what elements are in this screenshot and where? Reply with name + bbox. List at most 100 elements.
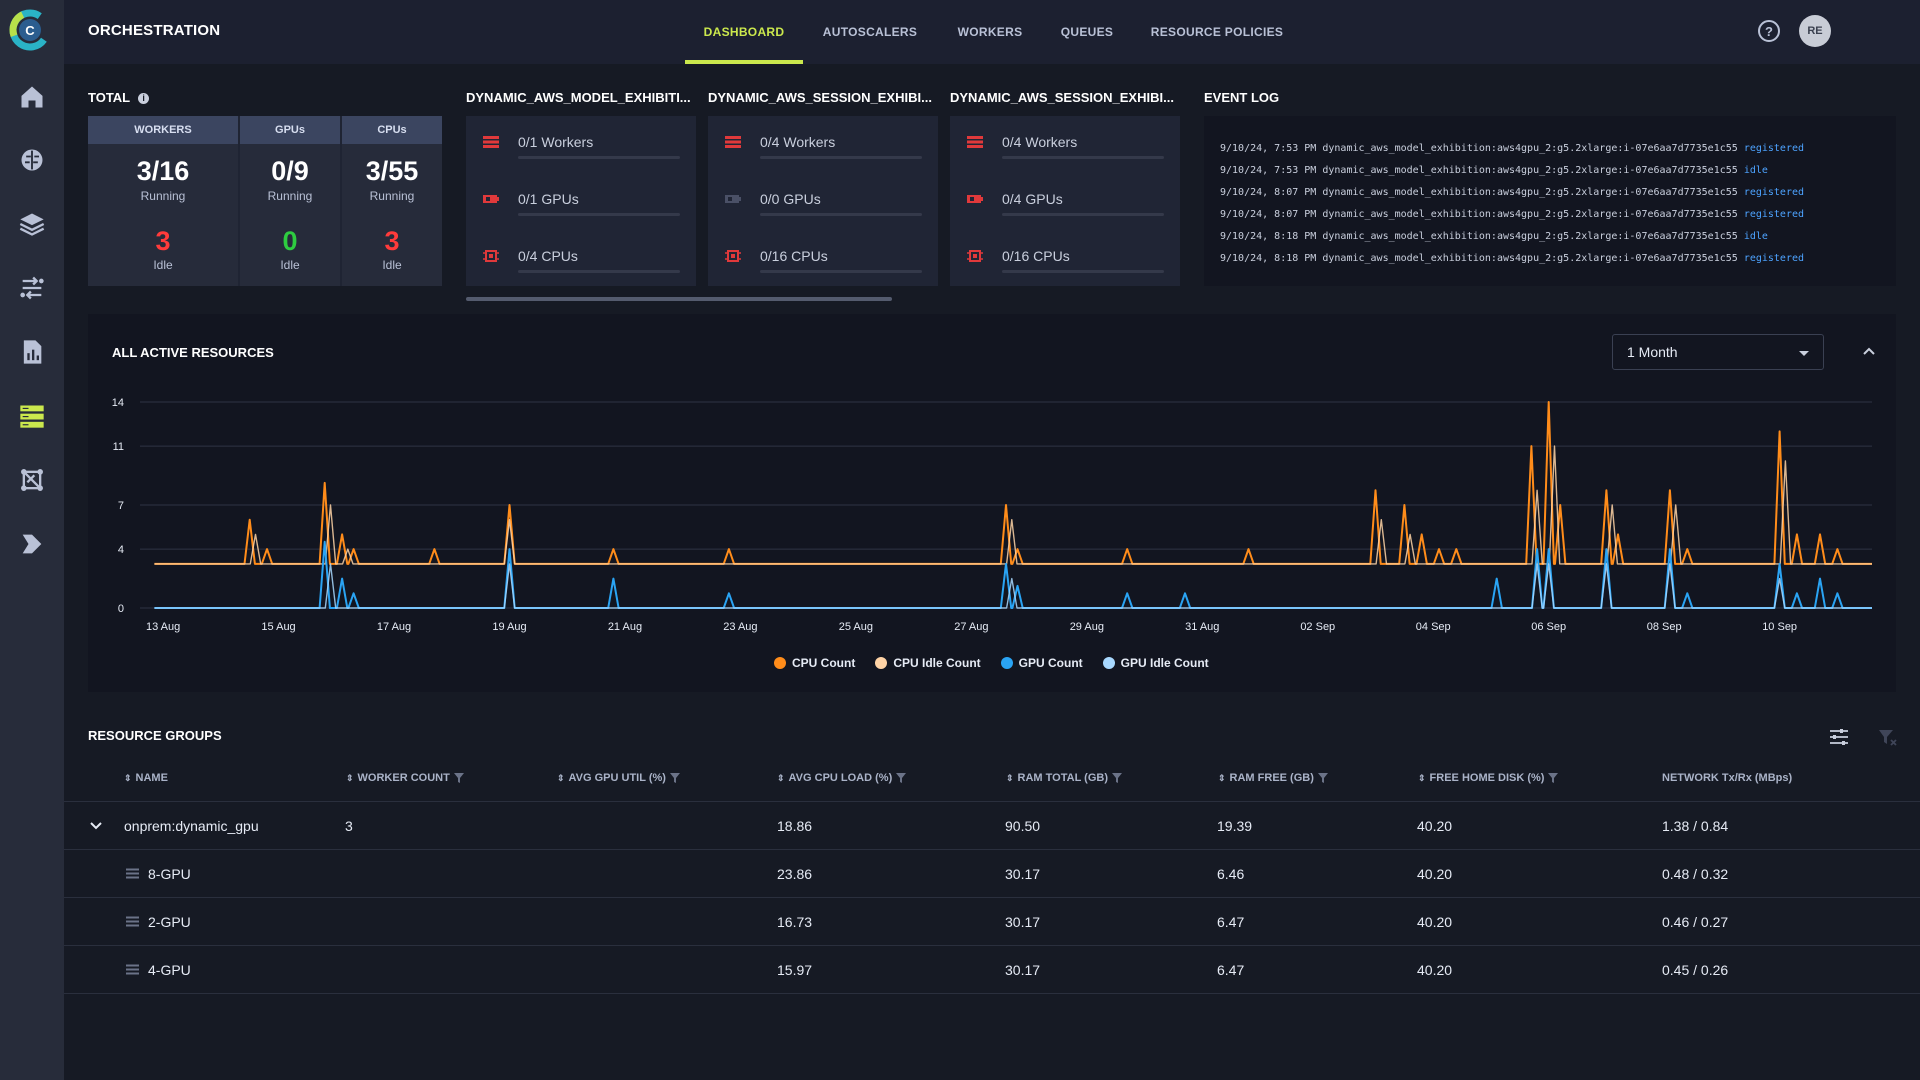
avg-cpu-load: 23.86 bbox=[777, 866, 813, 882]
event-resource: dynamic_aws_model_exhibition:aws4gpu_2:g… bbox=[1322, 253, 1738, 264]
layers-icon[interactable] bbox=[16, 208, 48, 240]
y-tick-label: 7 bbox=[118, 500, 124, 512]
event-status: registered bbox=[1743, 253, 1805, 264]
legend-item[interactable]: CPU Idle Count bbox=[875, 656, 981, 670]
brain-icon[interactable] bbox=[16, 144, 48, 176]
queue-card-title[interactable]: DYNAMIC_AWS_SESSION_EXHIBI... bbox=[950, 90, 1174, 105]
active-resources-panel bbox=[88, 314, 1896, 692]
pipelines-icon[interactable] bbox=[16, 272, 48, 304]
time-range-select[interactable]: 1 Month bbox=[1612, 334, 1824, 370]
total-gpus: GPUs 0/9 Running 0 Idle bbox=[240, 116, 340, 286]
sort-icon[interactable]: ⇕ bbox=[1006, 772, 1014, 783]
total-workers: WORKERS 3/16 Running 3 Idle bbox=[88, 116, 238, 286]
row-name: 2-GPU bbox=[148, 914, 191, 930]
table-row[interactable]: 4-GPU 15.97 30.17 6.47 40.20 0.45 / 0.26 bbox=[64, 946, 1920, 994]
event-status: registered bbox=[1743, 209, 1805, 220]
queue-workers-bar bbox=[518, 156, 680, 159]
chevron-up-icon[interactable] bbox=[1862, 344, 1876, 358]
filter-icon[interactable] bbox=[1111, 773, 1122, 783]
total-workers-running-label: Running bbox=[140, 189, 186, 203]
x-tick-label: 23 Aug bbox=[723, 621, 757, 633]
sort-icon[interactable]: ⇕ bbox=[557, 772, 565, 783]
queue-card-title[interactable]: DYNAMIC_AWS_SESSION_EXHIBI... bbox=[708, 90, 932, 105]
queue-card[interactable]: 0/1 Workers 0/1 GPUs 0/4 CPUs bbox=[466, 116, 696, 286]
total-gpus-header: GPUs bbox=[240, 116, 340, 144]
user-avatar[interactable]: RE bbox=[1799, 15, 1831, 47]
sort-icon[interactable]: ⇕ bbox=[346, 772, 354, 783]
legend-item[interactable]: CPU Count bbox=[774, 656, 855, 670]
event-log-entry: 9/10/24, 8:18 PM dynamic_aws_model_exhib… bbox=[1220, 251, 1880, 273]
col-header[interactable]: ⇕ AVG CPU LOAD (%) bbox=[777, 772, 907, 784]
series-line-cpu-count bbox=[154, 401, 1872, 565]
legend-label: GPU Idle Count bbox=[1120, 656, 1209, 670]
ram-free: 19.39 bbox=[1217, 818, 1253, 834]
col-header[interactable]: ⇕ WORKER COUNT bbox=[346, 772, 464, 784]
filter-icon[interactable] bbox=[669, 773, 680, 783]
sort-icon[interactable]: ⇕ bbox=[1418, 772, 1426, 783]
model-icon[interactable] bbox=[16, 464, 48, 496]
tab-autoscalers[interactable]: AUTOSCALERS bbox=[822, 25, 918, 39]
total-title-text: TOTAL bbox=[88, 90, 131, 105]
col-header[interactable]: ⇕ FREE HOME DISK (%) bbox=[1418, 772, 1559, 784]
table-row[interactable]: 2-GPU 16.73 30.17 6.47 40.20 0.46 / 0.27 bbox=[64, 898, 1920, 946]
event-log-title: EVENT LOG bbox=[1204, 90, 1280, 105]
deploy-icon[interactable] bbox=[16, 528, 48, 560]
filter-icon[interactable] bbox=[1317, 773, 1328, 783]
event-log-entry: 9/10/24, 8:07 PM dynamic_aws_model_exhib… bbox=[1220, 207, 1880, 229]
queue-workers-bar bbox=[1002, 156, 1164, 159]
help-icon[interactable]: ? bbox=[1758, 20, 1780, 42]
event-status: registered bbox=[1743, 143, 1805, 154]
col-header[interactable]: ⇕ AVG GPU UTIL (%) bbox=[557, 772, 680, 784]
tab-workers[interactable]: WORKERS bbox=[957, 25, 1023, 39]
clear-filter-icon[interactable] bbox=[1876, 726, 1898, 748]
y-tick-label: 11 bbox=[113, 441, 124, 453]
queue-cpus-bar bbox=[760, 270, 922, 273]
queue-cpus-row: 0/16 CPUs bbox=[966, 246, 1164, 276]
queue-gpus-bar bbox=[518, 213, 680, 216]
queue-card-title[interactable]: DYNAMIC_AWS_MODEL_EXHIBITI... bbox=[466, 90, 691, 105]
col-header[interactable]: NETWORK Tx/Rx (MBps) bbox=[1662, 772, 1792, 784]
info-icon[interactable]: i bbox=[138, 93, 150, 105]
table-row[interactable]: onprem:dynamic_gpu 3 18.86 90.50 19.39 4… bbox=[64, 802, 1920, 850]
event-status: idle bbox=[1743, 231, 1768, 242]
free-home-disk: 40.20 bbox=[1417, 818, 1453, 834]
x-tick-label: 10 Sep bbox=[1762, 621, 1797, 633]
queue-card[interactable]: 0/4 Workers 0/0 GPUs 0/16 CPUs bbox=[708, 116, 938, 286]
filter-icon[interactable] bbox=[896, 773, 907, 783]
filter-icon[interactable] bbox=[1548, 773, 1559, 783]
y-tick-label: 14 bbox=[112, 397, 124, 409]
queue-workers: 0/4 Workers bbox=[760, 134, 836, 150]
queue-cards-scrollbar[interactable] bbox=[466, 297, 892, 301]
chevron-down-icon[interactable] bbox=[90, 820, 102, 832]
legend-item[interactable]: GPU Idle Count bbox=[1102, 656, 1209, 670]
queue-card[interactable]: 0/4 Workers 0/4 GPUs 0/16 CPUs bbox=[950, 116, 1180, 286]
legend-item[interactable]: GPU Count bbox=[1000, 656, 1083, 670]
ram-total: 90.50 bbox=[1005, 818, 1041, 834]
tab-dashboard[interactable]: DASHBOARD bbox=[685, 0, 803, 64]
sort-icon[interactable]: ⇕ bbox=[124, 772, 132, 783]
filter-icon[interactable] bbox=[453, 773, 464, 783]
home-icon[interactable] bbox=[16, 81, 48, 113]
col-header[interactable]: ⇕ NAME bbox=[124, 772, 168, 784]
sort-icon[interactable]: ⇕ bbox=[1218, 772, 1226, 783]
reports-icon[interactable] bbox=[16, 336, 48, 368]
col-header-label: WORKER COUNT bbox=[357, 772, 450, 784]
event-time: 9/10/24, 8:18 PM bbox=[1220, 253, 1317, 264]
tab-resource-policies[interactable]: RESOURCE POLICIES bbox=[1150, 25, 1284, 39]
x-tick-label: 17 Aug bbox=[377, 621, 411, 633]
y-tick-label: 0 bbox=[118, 603, 124, 615]
col-header-label: AVG CPU LOAD (%) bbox=[788, 772, 893, 784]
event-status: registered bbox=[1743, 187, 1805, 198]
col-header[interactable]: ⇕ RAM TOTAL (GB) bbox=[1006, 772, 1122, 784]
tab-queues[interactable]: QUEUES bbox=[1060, 25, 1114, 39]
ram-total: 30.17 bbox=[1005, 866, 1041, 882]
table-row[interactable]: 8-GPU 23.86 30.17 6.46 40.20 0.48 / 0.32 bbox=[64, 850, 1920, 898]
x-tick-label: 25 Aug bbox=[839, 621, 873, 633]
sort-icon[interactable]: ⇕ bbox=[777, 772, 785, 783]
orchestration-icon[interactable] bbox=[16, 400, 48, 432]
col-header[interactable]: ⇕ RAM FREE (GB) bbox=[1218, 772, 1328, 784]
network-tx-rx: 0.46 / 0.27 bbox=[1662, 914, 1729, 930]
app-logo-icon[interactable]: C bbox=[8, 8, 52, 52]
columns-settings-icon[interactable] bbox=[1828, 726, 1850, 748]
total-workers-idle: 3 bbox=[155, 226, 171, 256]
